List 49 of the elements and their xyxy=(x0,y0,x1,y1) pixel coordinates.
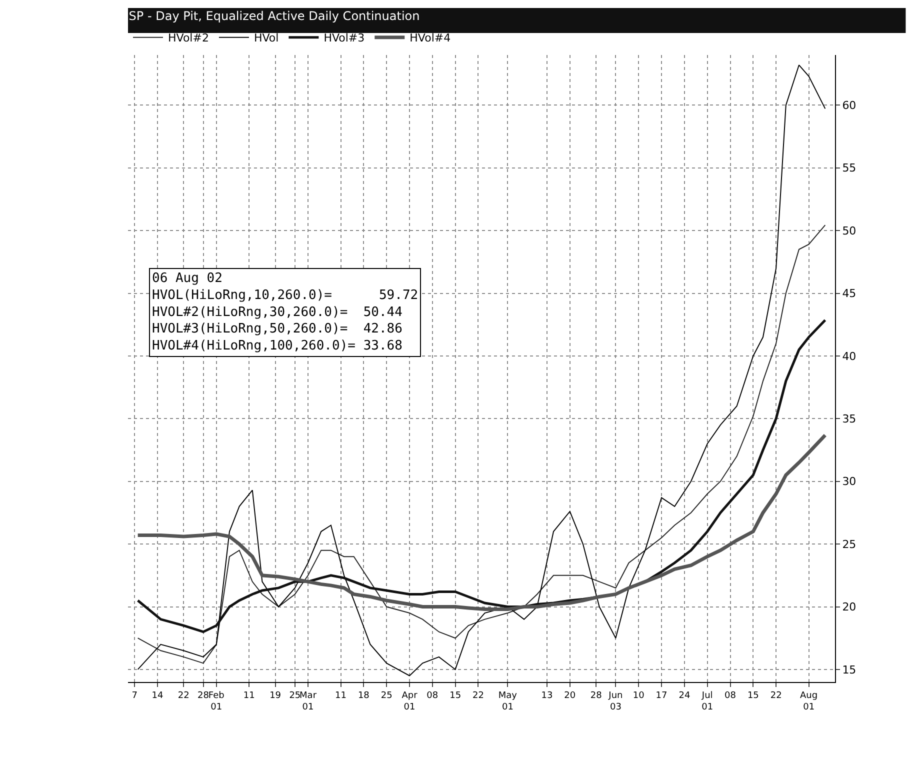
x-tick-label: 22 xyxy=(770,690,782,701)
x-tick-label: Aug 01 xyxy=(800,690,818,712)
x-tick-label: Apr 01 xyxy=(402,690,418,712)
x-tick-label: 15 xyxy=(450,690,462,701)
y-tick-label: 25 xyxy=(842,538,856,551)
x-tick-label: 13 xyxy=(541,690,553,701)
x-tick-label: Feb 01 xyxy=(208,690,225,712)
x-tick-label: Jul 01 xyxy=(700,690,714,712)
x-tick-label: 24 xyxy=(678,690,690,701)
x-tick-label: 22 xyxy=(472,690,484,701)
x-tick-label: 11 xyxy=(243,690,255,701)
x-tick-label: 25 xyxy=(289,690,301,701)
y-tick-label: 40 xyxy=(842,350,856,363)
x-tick-label: 20 xyxy=(564,690,576,701)
x-tick-label: Jun 03 xyxy=(608,690,623,712)
y-tick-label: 30 xyxy=(842,475,856,488)
annotation: HVOL(HiLoRng,10,260.0)= 59.72 xyxy=(152,288,418,303)
y-tick-label: 50 xyxy=(842,224,856,238)
legend-label: HVol#3 xyxy=(324,32,365,45)
annotation: HVOL#3(HiLoRng,50,260.0)= 42.86 xyxy=(152,322,402,337)
x-tick-label: 08 xyxy=(426,690,438,701)
x-tick-label: May 01 xyxy=(498,690,518,712)
legend-label: HVol#4 xyxy=(410,32,451,45)
x-tick-label: 7 xyxy=(132,690,138,701)
x-tick-label: 22 xyxy=(178,690,190,701)
chart-title: SP - Day Pit, Equalized Active Daily Continuation xyxy=(128,8,420,23)
x-tick-label: 08 xyxy=(724,690,736,701)
x-tick-label: 28 xyxy=(198,690,210,701)
x-tick-label: 25 xyxy=(380,690,392,701)
annotation: HVOL#4(HiLoRng,100,260.0)= 33.68 xyxy=(152,338,402,354)
y-tick-label: 45 xyxy=(842,287,856,300)
y-tick-label: 55 xyxy=(842,162,856,175)
x-tick-label: 18 xyxy=(358,690,370,701)
x-tick-label: 19 xyxy=(270,690,282,701)
y-tick-label: 15 xyxy=(842,663,856,676)
x-tick-label: Mar 01 xyxy=(300,690,317,712)
x-tick-label: 15 xyxy=(747,690,759,701)
x-tick-label: 28 xyxy=(590,690,602,701)
x-tick-label: 10 xyxy=(632,690,645,701)
legend-label: HVol#2 xyxy=(168,32,209,45)
x-tick-label: 14 xyxy=(152,690,164,701)
annotation: 06 Aug 02 xyxy=(152,271,222,286)
y-tick-label: 20 xyxy=(842,600,856,614)
annotation: HVOL#2(HiLoRng,30,260.0)= 50.44 xyxy=(152,304,403,320)
legend-label: HVol xyxy=(254,32,279,45)
x-tick-label: 11 xyxy=(335,690,346,701)
x-tick-label: 17 xyxy=(656,690,668,701)
y-tick-label: 60 xyxy=(842,99,856,112)
y-tick-label: 35 xyxy=(842,412,856,426)
